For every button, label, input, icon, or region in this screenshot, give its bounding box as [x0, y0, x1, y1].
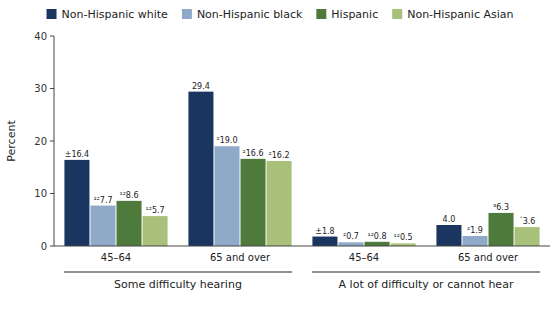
- bar: [365, 242, 390, 246]
- data-label: ²16.6: [243, 149, 264, 158]
- data-label: ²1.9: [467, 226, 483, 235]
- y-tick: [50, 246, 54, 247]
- y-tick: [50, 193, 54, 194]
- y-tick: [50, 141, 54, 142]
- data-label: 4.0: [443, 215, 456, 224]
- y-tick: [50, 88, 54, 89]
- bar: [241, 159, 266, 246]
- legend-item: Non-Hispanic white: [47, 8, 169, 21]
- bar: [489, 213, 514, 246]
- group-bracket: [64, 272, 292, 273]
- bar: [338, 242, 363, 246]
- legend-swatch: [316, 9, 326, 19]
- data-label: ´3.6: [519, 216, 536, 226]
- y-axis-label: Percent: [5, 120, 18, 162]
- bar: [515, 227, 540, 246]
- bar: [312, 237, 337, 246]
- category-label: 65 and over: [458, 252, 519, 263]
- legend-item: Non-Hispanic Asian: [392, 8, 513, 21]
- bar: [214, 146, 239, 246]
- data-label: ¹²0.8: [367, 232, 386, 241]
- data-label: ³6.3: [493, 203, 509, 212]
- bar: [90, 206, 115, 246]
- group-label: A lot of difficulty or cannot hear: [339, 278, 514, 291]
- data-label: ¹²5.7: [145, 206, 164, 215]
- bar: [462, 236, 487, 246]
- bar: [64, 160, 89, 246]
- y-tick-label: 40: [34, 31, 47, 42]
- bar: [267, 161, 292, 246]
- category-label: 45–64: [101, 252, 131, 263]
- chart: ±16.4 29.4 ±1.8 4.0 ¹²7.7 ²19.0 ²0.7 ²1.9 ¹²8.6 ²…: [0, 0, 560, 314]
- data-label: ¹²8.6: [119, 191, 138, 200]
- legend-swatch: [392, 9, 402, 19]
- data-label: ²16.2: [269, 151, 290, 160]
- group-label: Some difficulty hearing: [114, 278, 242, 291]
- data-label: ±1.8: [315, 227, 334, 236]
- legend-label: Non-Hispanic white: [62, 8, 169, 21]
- y-tick: [50, 36, 54, 37]
- legend: Non-Hispanic white Non-Hispanic black Hisp…: [47, 8, 514, 21]
- bars: [64, 92, 539, 246]
- legend-label: Non-Hispanic Asian: [407, 8, 513, 21]
- x-axis-line: [54, 246, 550, 247]
- data-label: ²19.0: [216, 136, 237, 145]
- bar: [188, 92, 213, 246]
- legend-swatch: [182, 9, 192, 19]
- legend-item: Hispanic: [316, 8, 378, 21]
- legend-item: Non-Hispanic black: [182, 8, 303, 21]
- group-bracket: [312, 272, 540, 273]
- data-label: ²0.7: [343, 232, 359, 241]
- y-tick-label: 10: [34, 188, 47, 199]
- bar: [436, 225, 461, 246]
- category-label: 65 and over: [210, 252, 271, 263]
- data-label: ¹²7.7: [93, 196, 112, 205]
- data-label: 29.4: [192, 82, 210, 91]
- legend-swatch: [47, 9, 57, 19]
- category-label: 45–64: [349, 252, 379, 263]
- bar: [143, 216, 168, 246]
- y-tick-label: 20: [34, 136, 47, 147]
- data-label: ±16.4: [65, 150, 90, 159]
- y-tick-label: 30: [34, 83, 47, 94]
- legend-label: Hispanic: [331, 8, 378, 21]
- bar: [117, 201, 142, 246]
- data-label: ¹²0.5: [393, 233, 412, 242]
- legend-label: Non-Hispanic black: [197, 8, 303, 21]
- y-tick-label: 0: [41, 241, 47, 252]
